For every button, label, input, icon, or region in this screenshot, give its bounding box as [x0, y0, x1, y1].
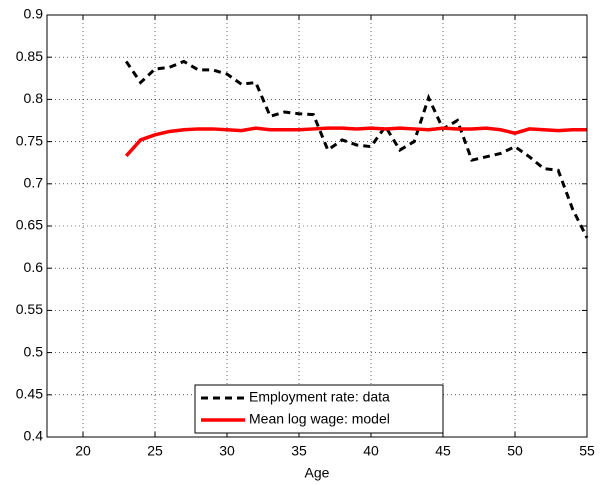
- y-tick-label: 0.8: [24, 90, 44, 106]
- y-tick-label: 0.65: [16, 217, 43, 233]
- x-tick-label: 35: [291, 443, 307, 459]
- x-tick-label: 40: [363, 443, 379, 459]
- y-tick-label: 0.45: [16, 386, 43, 402]
- x-tick-label: 50: [507, 443, 523, 459]
- y-tick-label: 0.7: [24, 175, 44, 191]
- legend-box: [194, 384, 444, 434]
- y-tick-label: 0.6: [24, 259, 44, 275]
- x-tick-label: 25: [147, 443, 163, 459]
- x-axis-label: Age: [305, 465, 330, 481]
- y-tick-label: 0.85: [16, 48, 43, 64]
- x-tick-label: 55: [579, 443, 595, 459]
- line-series: [124, 59, 589, 239]
- plot-area: [47, 15, 587, 437]
- x-tick-label: 30: [219, 443, 235, 459]
- y-tick-label: 0.5: [24, 343, 44, 359]
- legend-label: Employment rate: data: [249, 389, 390, 405]
- axes-box: [46, 14, 588, 438]
- x-tick-label: 45: [435, 443, 451, 459]
- legend-label: Mean log wage: model: [249, 411, 390, 427]
- x-tick-label: 20: [75, 443, 91, 459]
- y-tick-label: 0.55: [16, 301, 43, 317]
- line-series: [124, 126, 587, 158]
- y-tick-label: 0.4: [24, 428, 44, 444]
- y-tick-label: 0.75: [16, 132, 43, 148]
- y-tick-label: 0.9: [24, 6, 44, 22]
